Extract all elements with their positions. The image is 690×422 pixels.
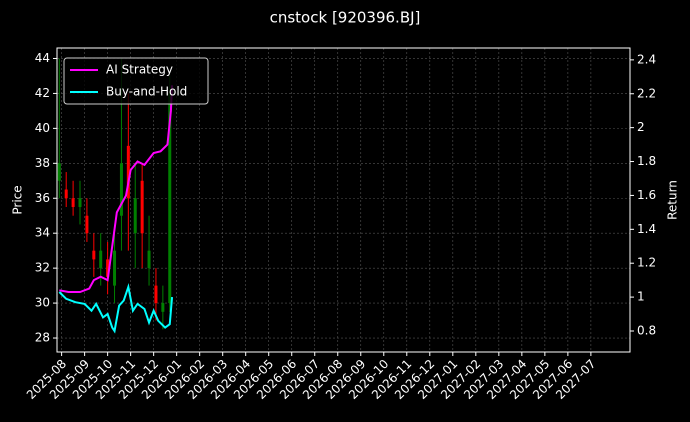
candle-body bbox=[119, 163, 123, 216]
series-line bbox=[58, 283, 174, 334]
candle-body bbox=[147, 250, 151, 269]
y2-tick-label: 1.6 bbox=[637, 188, 656, 202]
candle-body bbox=[154, 285, 158, 304]
legend-frame bbox=[63, 57, 209, 105]
y2-tick-label: 1.2 bbox=[637, 256, 656, 270]
y-tick-label: 32 bbox=[35, 261, 50, 275]
y-axis-label: Price bbox=[11, 185, 25, 214]
candle-body bbox=[161, 303, 165, 312]
candle-body bbox=[126, 145, 130, 199]
candle-body bbox=[64, 189, 68, 199]
candle-body bbox=[106, 259, 110, 277]
candle-body bbox=[92, 250, 96, 260]
y2-tick-label: 1.8 bbox=[637, 154, 656, 168]
y-tick-label: 38 bbox=[35, 156, 50, 170]
candle-body bbox=[140, 180, 144, 234]
legend-label: Buy-and-Hold bbox=[106, 85, 187, 99]
candle-body bbox=[71, 198, 75, 207]
y-tick-label: 36 bbox=[35, 191, 50, 205]
candle-body bbox=[133, 198, 137, 234]
y2-axis-label: Return bbox=[666, 180, 680, 220]
y2-tick-label: 2.2 bbox=[637, 86, 656, 100]
candle-body bbox=[113, 250, 117, 286]
plot-frame bbox=[56, 47, 631, 353]
y-tick-label: 30 bbox=[35, 296, 50, 310]
y2-tick-label: 0.8 bbox=[637, 323, 656, 337]
y-tick-label: 42 bbox=[35, 86, 50, 100]
legend-label: AI Strategy bbox=[106, 63, 173, 77]
y2-tick-label: 1.4 bbox=[637, 222, 656, 236]
y2-tick-label: 1 bbox=[637, 290, 645, 304]
candle-body bbox=[168, 93, 172, 304]
candle-body bbox=[57, 163, 61, 181]
y-tick-label: 40 bbox=[35, 121, 50, 135]
y-tick-label: 28 bbox=[35, 331, 50, 345]
candle-body bbox=[78, 198, 82, 207]
y-tick-label: 34 bbox=[35, 226, 50, 240]
chart-title: cnstock [920396.BJ] bbox=[270, 9, 421, 27]
candle-body bbox=[85, 215, 89, 234]
series-line bbox=[59, 85, 174, 294]
y2-tick-label: 2.4 bbox=[637, 52, 656, 66]
y-tick-label: 44 bbox=[35, 51, 50, 65]
candle-body bbox=[99, 250, 103, 269]
y2-tick-label: 2 bbox=[637, 120, 645, 134]
